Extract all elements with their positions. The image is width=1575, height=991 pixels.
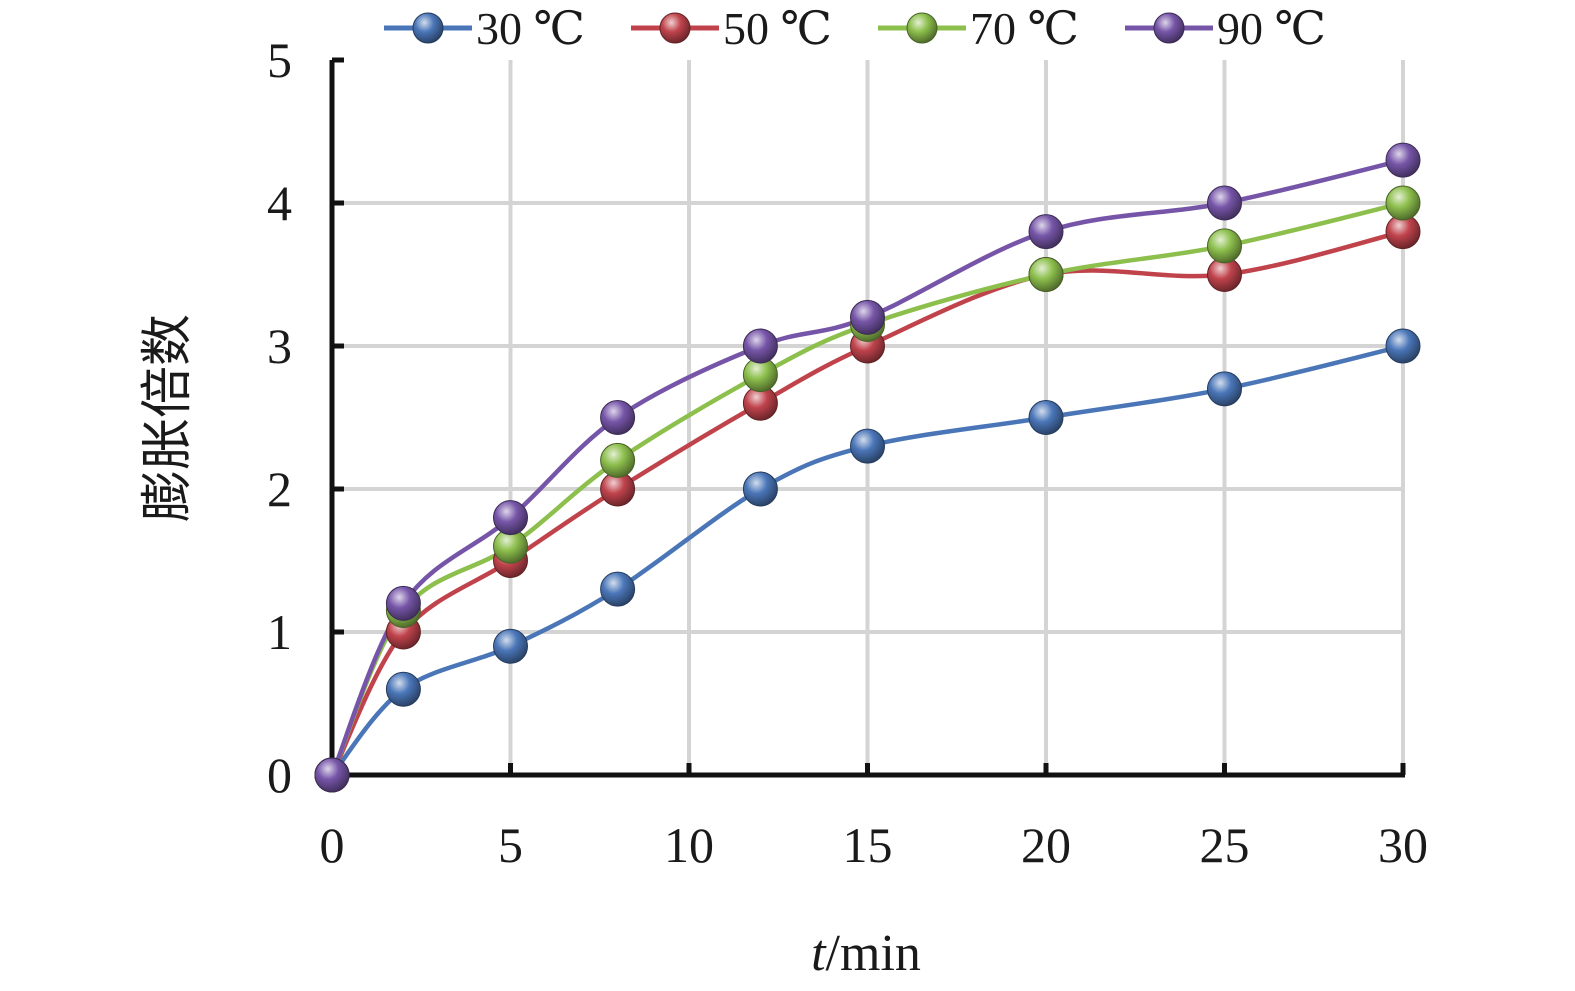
data-point-series-3 bbox=[1385, 185, 1421, 221]
legend-marker bbox=[1153, 12, 1185, 44]
data-point-series-1 bbox=[1385, 328, 1421, 364]
x-axis-title-variable: t bbox=[811, 925, 827, 982]
data-point-series-3 bbox=[600, 442, 636, 478]
tick-labels: 0 5 10 15 20 25 30 0 1 2 3 4 5 bbox=[267, 32, 1428, 873]
y-tick-label: 1 bbox=[267, 604, 292, 660]
series-points bbox=[314, 142, 1421, 793]
data-point-series-1 bbox=[385, 671, 421, 707]
legend-marker bbox=[659, 12, 691, 44]
legend-item-3: 70 ℃ bbox=[878, 3, 1079, 54]
x-tick-label: 20 bbox=[1021, 817, 1071, 873]
grid bbox=[332, 60, 1405, 775]
x-tick-label: 10 bbox=[664, 817, 714, 873]
data-point-series-4 bbox=[1385, 142, 1421, 178]
data-point-series-1 bbox=[1207, 371, 1242, 407]
data-point-series-4 bbox=[314, 757, 350, 793]
data-point-series-3 bbox=[1207, 228, 1242, 264]
legend-item-2: 50 ℃ bbox=[631, 3, 832, 54]
y-tick-label: 3 bbox=[267, 318, 292, 374]
data-point-series-4 bbox=[600, 400, 636, 435]
data-point-series-4 bbox=[1028, 214, 1064, 250]
legend-label: 30 ℃ bbox=[476, 3, 585, 54]
legend-label: 70 ℃ bbox=[970, 3, 1079, 54]
y-tick-label: 5 bbox=[267, 32, 292, 88]
data-point-series-4 bbox=[1207, 185, 1242, 221]
x-tick-label: 5 bbox=[498, 817, 523, 873]
data-point-series-3 bbox=[1028, 257, 1064, 292]
data-point-series-1 bbox=[493, 628, 528, 664]
y-tick-label: 2 bbox=[267, 461, 292, 517]
x-axis-title-unit: /min bbox=[826, 925, 921, 982]
legend-marker bbox=[412, 12, 444, 44]
series-line-1 bbox=[330, 343, 1404, 777]
legend-item-1: 30 ℃ bbox=[384, 3, 585, 54]
legend: 30 ℃ 50 ℃ 70 ℃ 90 ℃ bbox=[384, 3, 1326, 54]
y-axis-title: 膨胀倍数 bbox=[140, 314, 197, 522]
y-tick-label: 4 bbox=[267, 175, 292, 231]
data-point-series-1 bbox=[850, 428, 885, 464]
legend-label: 50 ℃ bbox=[723, 3, 832, 54]
data-point-series-1 bbox=[742, 471, 778, 507]
x-tick-label: 25 bbox=[1200, 817, 1250, 873]
legend-item-4: 90 ℃ bbox=[1125, 3, 1326, 54]
x-tick-label: 15 bbox=[843, 817, 893, 873]
data-point-series-1 bbox=[600, 571, 636, 607]
data-point-series-4 bbox=[742, 328, 778, 364]
legend-marker bbox=[906, 12, 938, 44]
y-tick-label: 0 bbox=[267, 747, 292, 803]
x-axis-title: t/min bbox=[811, 925, 921, 982]
data-point-series-4 bbox=[850, 299, 885, 335]
data-point-series-4 bbox=[385, 585, 421, 621]
x-tick-label: 0 bbox=[320, 817, 345, 873]
data-point-series-4 bbox=[493, 500, 528, 536]
data-point-series-1 bbox=[1028, 400, 1064, 435]
legend-label: 90 ℃ bbox=[1217, 3, 1326, 54]
x-tick-label: 30 bbox=[1378, 817, 1428, 873]
